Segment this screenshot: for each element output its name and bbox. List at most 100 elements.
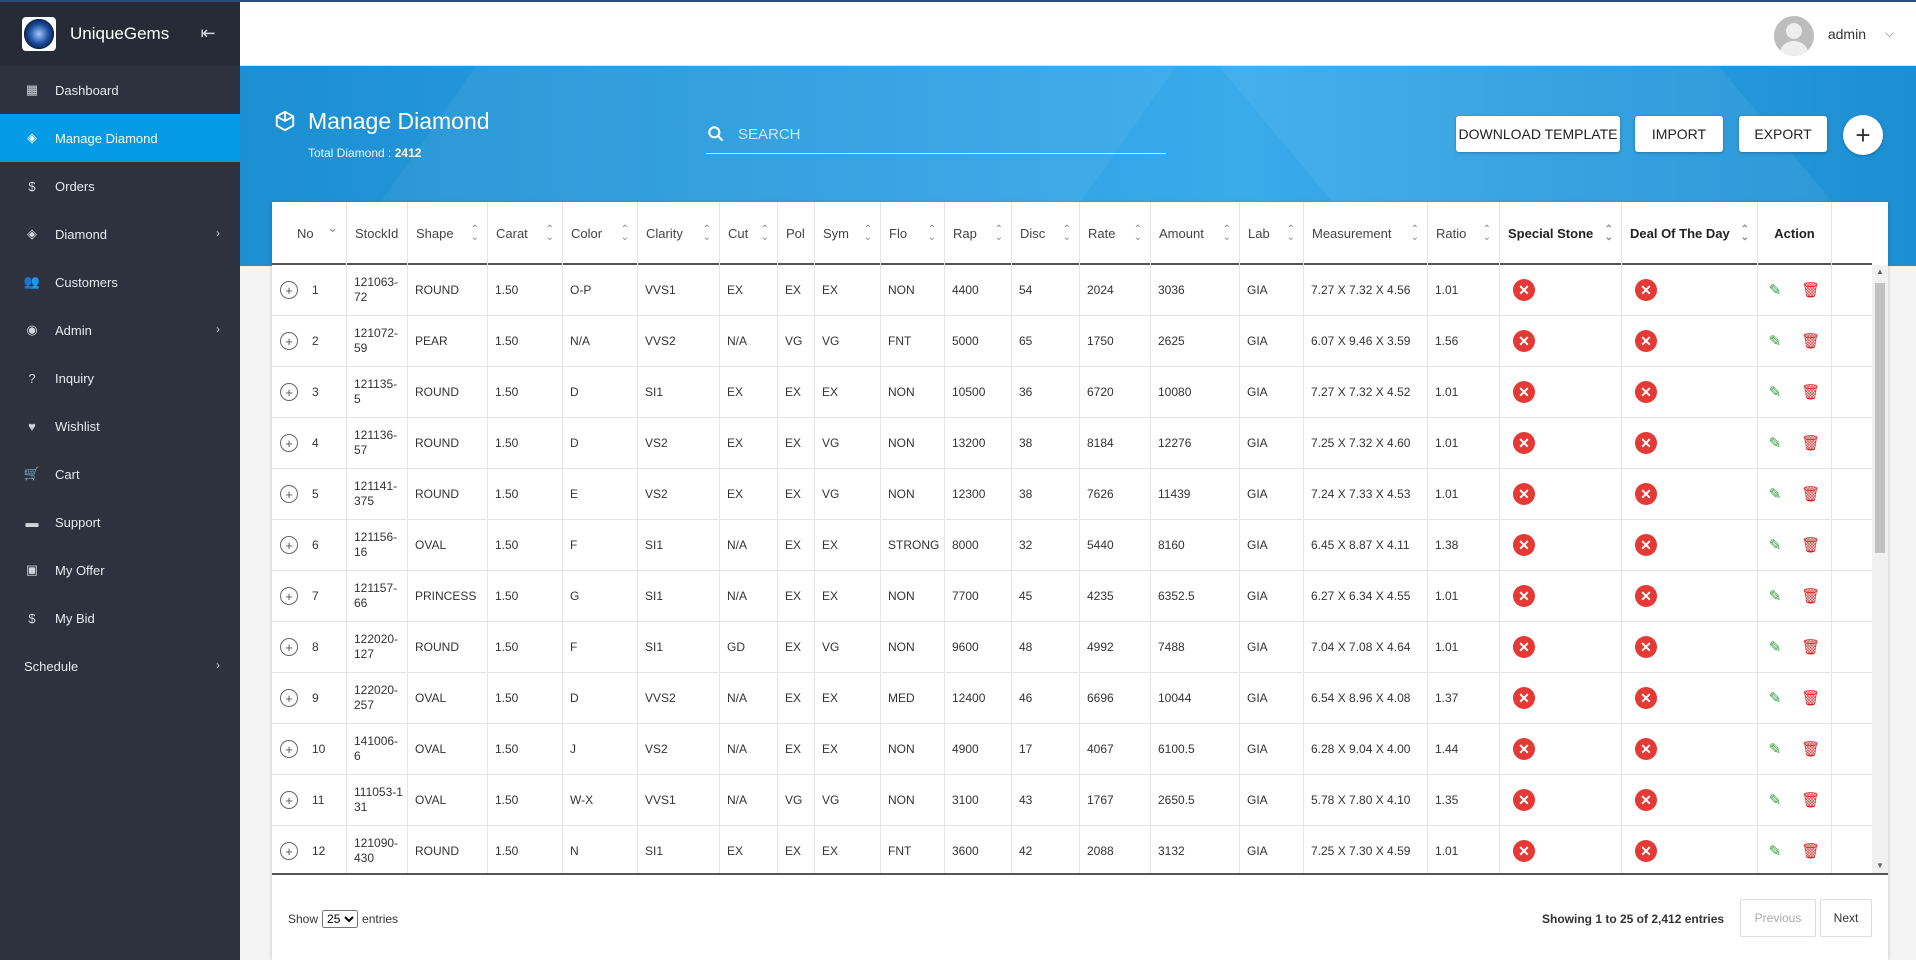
table-row[interactable]: +11 111053-131 OVAL 1.50 W-X VVS1 N/A VG VG NON 31… [272, 775, 1872, 826]
delete-icon[interactable]: 🗑 [1801, 434, 1821, 452]
column-header-carat[interactable]: Carat ⌃ ⌄ [488, 202, 563, 265]
search-input[interactable] [738, 120, 1158, 148]
sidebar-item-inquiry[interactable]: ? Inquiry [0, 354, 240, 402]
delete-icon[interactable]: 🗑 [1801, 536, 1821, 554]
table-row[interactable]: +9 122020-257 OVAL 1.50 D VVS2 N/A EX EX MED 12400… [272, 673, 1872, 724]
edit-icon[interactable]: ✎ [1768, 485, 1782, 503]
sidebar-item-diamond[interactable]: ◈ Diamond › [0, 210, 240, 258]
avatar[interactable] [1774, 16, 1814, 56]
column-header-color[interactable]: Color ⌃ ⌄ [563, 202, 638, 265]
deal-of-the-day-off-icon[interactable]: ✕ [1635, 381, 1657, 403]
column-header-disc[interactable]: Disc ⌃ ⌄ [1012, 202, 1080, 265]
edit-icon[interactable]: ✎ [1768, 740, 1782, 758]
edit-icon[interactable]: ✎ [1768, 638, 1782, 656]
special-stone-off-icon[interactable]: ✕ [1513, 381, 1535, 403]
sidebar-item-my-bid[interactable]: $ My Bid [0, 594, 240, 642]
deal-of-the-day-off-icon[interactable]: ✕ [1635, 636, 1657, 658]
column-header-ratio[interactable]: Ratio ⌃ ⌄ [1428, 202, 1500, 265]
sort-icon[interactable]: ⌃ ⌄ [1286, 224, 1295, 243]
edit-icon[interactable]: ✎ [1768, 332, 1782, 350]
column-header-shape[interactable]: Shape ⌃ ⌄ [408, 202, 488, 265]
sidebar-item-customers[interactable]: 👥 Customers [0, 258, 240, 306]
edit-icon[interactable]: ✎ [1768, 383, 1782, 401]
table-row[interactable]: +10 141006-6 OVAL 1.50 J VS2 N/A EX EX NON 4900 17 4… [272, 724, 1872, 775]
special-stone-off-icon[interactable]: ✕ [1513, 636, 1535, 658]
expand-row-icon[interactable]: + [280, 383, 298, 401]
table-row[interactable]: +5 121141-375 ROUND 1.50 E VS2 EX EX VG NON 12300 3… [272, 469, 1872, 520]
special-stone-off-icon[interactable]: ✕ [1513, 534, 1535, 556]
sort-icon[interactable]: ⌃ ⌄ [927, 224, 936, 243]
edit-icon[interactable]: ✎ [1768, 791, 1782, 809]
deal-of-the-day-off-icon[interactable]: ✕ [1635, 840, 1657, 862]
deal-of-the-day-off-icon[interactable]: ✕ [1635, 585, 1657, 607]
delete-icon[interactable]: 🗑 [1801, 587, 1821, 605]
previous-page-button[interactable]: Previous [1740, 899, 1816, 937]
sidebar-item-cart[interactable]: 🛒 Cart [0, 450, 240, 498]
delete-icon[interactable]: 🗑 [1801, 689, 1821, 707]
column-header-action[interactable]: Action [1758, 202, 1832, 265]
delete-icon[interactable]: 🗑 [1801, 332, 1821, 350]
delete-icon[interactable]: 🗑 [1801, 281, 1821, 299]
table-row[interactable]: +7 121157-66 PRINCESS 1.50 G SI1 N/A EX EX NON 770… [272, 571, 1872, 622]
scroll-up-icon[interactable]: ▲ [1876, 267, 1884, 276]
sort-icon[interactable]: ⌃ ⌄ [863, 224, 872, 243]
deal-of-the-day-off-icon[interactable]: ✕ [1635, 483, 1657, 505]
column-header-rate[interactable]: Rate ⌃ ⌄ [1080, 202, 1151, 265]
column-header-deal-of-the-day[interactable]: Deal Of The Day ⌃ ⌄ [1622, 202, 1758, 265]
expand-row-icon[interactable]: + [280, 587, 298, 605]
page-size-select[interactable]: 25 [322, 910, 359, 928]
import-button[interactable]: IMPORT [1635, 116, 1723, 152]
table-row[interactable]: +12 121090-430 ROUND 1.50 N SI1 EX EX EX FNT 3600 4… [272, 826, 1872, 873]
sort-icon[interactable]: ⌃ ⌄ [702, 224, 711, 243]
edit-icon[interactable]: ✎ [1768, 587, 1782, 605]
sort-icon[interactable]: ⌃ ⌄ [1410, 224, 1419, 243]
expand-row-icon[interactable]: + [280, 842, 298, 860]
special-stone-off-icon[interactable]: ✕ [1513, 789, 1535, 811]
column-header-no[interactable]: No ⌄ [272, 202, 347, 265]
export-button[interactable]: EXPORT [1739, 116, 1827, 152]
special-stone-off-icon[interactable]: ✕ [1513, 840, 1535, 862]
expand-row-icon[interactable]: + [280, 791, 298, 809]
column-header-measurement[interactable]: Measurement ⌃ ⌄ [1304, 202, 1428, 265]
sidebar-item-schedule[interactable]: Schedule › [0, 642, 240, 690]
expand-row-icon[interactable]: + [280, 536, 298, 554]
delete-icon[interactable]: 🗑 [1801, 740, 1821, 758]
expand-row-icon[interactable]: + [280, 485, 298, 503]
deal-of-the-day-off-icon[interactable]: ✕ [1635, 738, 1657, 760]
column-header-sym[interactable]: Sym ⌃ ⌄ [815, 202, 881, 265]
chevron-down-icon[interactable]: ⌵ [1884, 26, 1894, 40]
edit-icon[interactable]: ✎ [1768, 434, 1782, 452]
special-stone-off-icon[interactable]: ✕ [1513, 483, 1535, 505]
column-header-amount[interactable]: Amount ⌃ ⌄ [1151, 202, 1240, 265]
deal-of-the-day-off-icon[interactable]: ✕ [1635, 432, 1657, 454]
add-diamond-button[interactable]: + [1843, 115, 1883, 155]
deal-of-the-day-off-icon[interactable]: ✕ [1635, 279, 1657, 301]
deal-of-the-day-off-icon[interactable]: ✕ [1635, 687, 1657, 709]
deal-of-the-day-off-icon[interactable]: ✕ [1635, 534, 1657, 556]
special-stone-off-icon[interactable]: ✕ [1513, 738, 1535, 760]
edit-icon[interactable]: ✎ [1768, 281, 1782, 299]
expand-row-icon[interactable]: + [280, 434, 298, 452]
sort-icon[interactable]: ⌃ ⌄ [1740, 224, 1749, 243]
special-stone-off-icon[interactable]: ✕ [1513, 687, 1535, 709]
brand[interactable]: UniqueGems [0, 0, 240, 66]
sort-icon[interactable]: ⌃ ⌄ [760, 224, 769, 243]
delete-icon[interactable]: 🗑 [1801, 791, 1821, 809]
expand-row-icon[interactable]: + [280, 281, 298, 299]
deal-of-the-day-off-icon[interactable]: ✕ [1635, 789, 1657, 811]
delete-icon[interactable]: 🗑 [1801, 485, 1821, 503]
sidebar-item-admin[interactable]: ◉ Admin › [0, 306, 240, 354]
next-page-button[interactable]: Next [1820, 899, 1872, 937]
column-header-stockid[interactable]: StockId [347, 202, 408, 265]
expand-row-icon[interactable]: + [280, 638, 298, 656]
user-name[interactable]: admin [1827, 26, 1866, 42]
special-stone-off-icon[interactable]: ✕ [1513, 330, 1535, 352]
table-row[interactable]: +2 121072-59 PEAR 1.50 N/A VVS2 N/A VG VG FNT 5000… [272, 316, 1872, 367]
column-header-flo[interactable]: Flo ⌃ ⌄ [881, 202, 945, 265]
column-header-pol[interactable]: Pol [778, 202, 815, 265]
column-header-cut[interactable]: Cut ⌃ ⌄ [720, 202, 778, 265]
delete-icon[interactable]: 🗑 [1801, 638, 1821, 656]
sort-icon[interactable]: ⌃ ⌄ [994, 224, 1003, 243]
sidebar-item-dashboard[interactable]: ▦ Dashboard [0, 66, 240, 114]
special-stone-off-icon[interactable]: ✕ [1513, 279, 1535, 301]
